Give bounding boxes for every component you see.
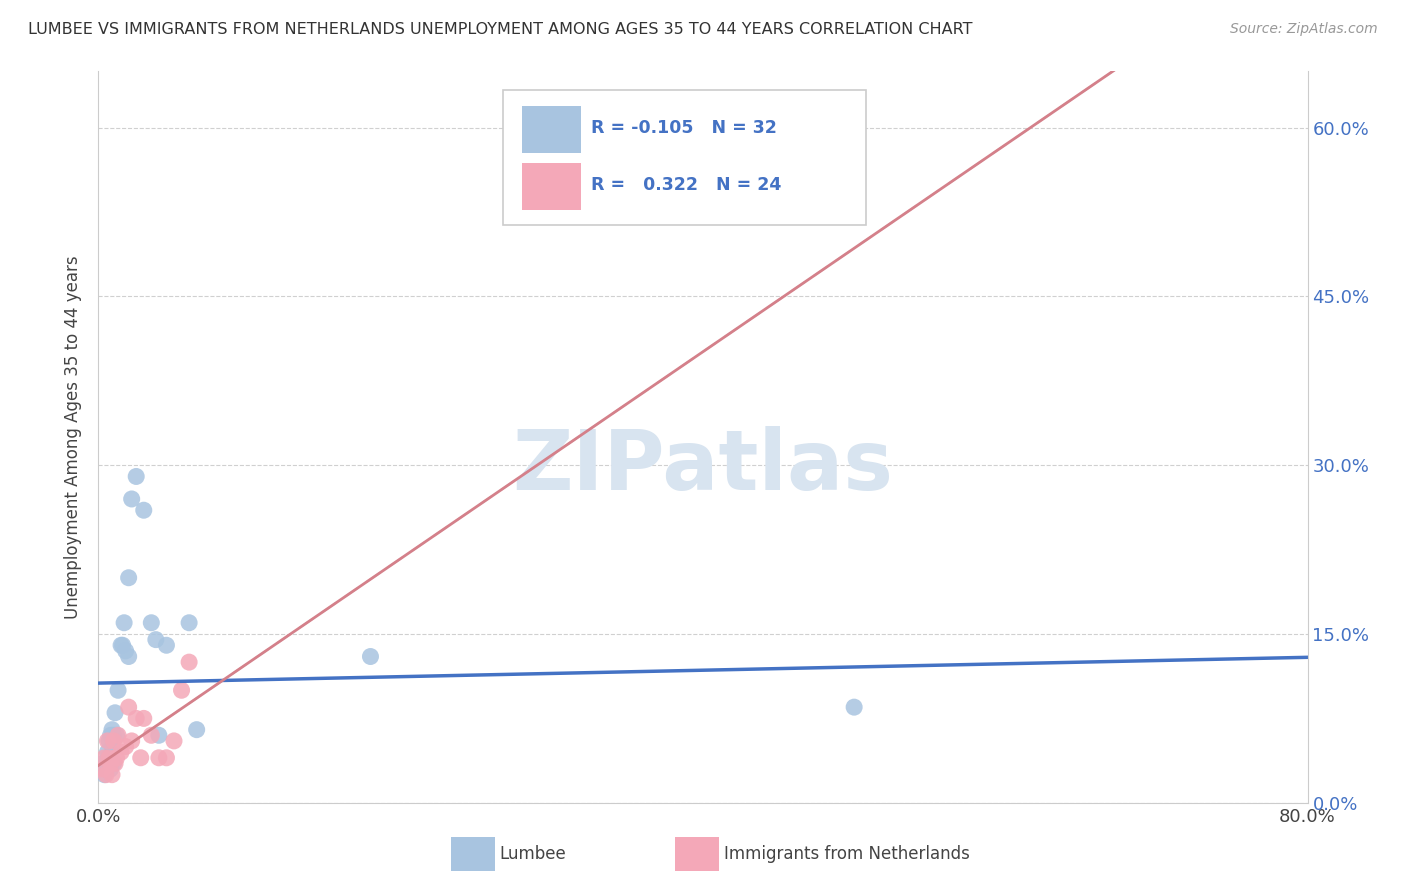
Point [96,734,118,748]
Point [105,728,128,742]
Point [93,751,115,765]
Point [163,734,186,748]
Point [111,638,134,652]
Point [179,655,201,669]
Point [101,767,124,781]
Text: Source: ZipAtlas.com: Source: ZipAtlas.com [1230,22,1378,37]
Point [91,762,114,776]
Point [105,751,128,765]
Point [186,723,208,737]
Point [101,739,124,754]
Point [118,571,141,585]
Point [844,700,866,714]
Point [148,751,170,765]
Point [141,728,163,742]
FancyBboxPatch shape [522,106,581,153]
Point [360,649,382,664]
Point [98,751,121,765]
Point [96,745,118,759]
Point [114,739,136,754]
Text: R =   0.322   N = 24: R = 0.322 N = 24 [591,176,780,194]
Point [132,711,155,725]
Point [125,711,148,725]
Point [129,751,152,765]
Point [107,683,129,698]
Point [118,649,141,664]
Point [103,756,125,771]
Text: LUMBEE VS IMMIGRANTS FROM NETHERLANDS UNEMPLOYMENT AMONG AGES 35 TO 44 YEARS COR: LUMBEE VS IMMIGRANTS FROM NETHERLANDS UN… [28,22,973,37]
Point [98,751,121,765]
Point [118,700,141,714]
Point [100,728,122,742]
Point [110,745,132,759]
Point [103,734,125,748]
Point [110,638,132,652]
Point [141,615,163,630]
Point [114,644,136,658]
Point [170,683,193,698]
Point [100,762,122,776]
Point [98,734,121,748]
Point [103,728,125,742]
Text: Immigrants from Netherlands: Immigrants from Netherlands [724,845,969,863]
Text: R = -0.105   N = 32: R = -0.105 N = 32 [591,120,776,137]
Point [155,638,177,652]
Point [93,767,115,781]
Point [94,767,117,781]
Point [125,469,148,483]
FancyBboxPatch shape [451,838,495,871]
Y-axis label: Unemployment Among Ages 35 to 44 years: Unemployment Among Ages 35 to 44 years [65,255,83,619]
Point [148,728,170,742]
Text: Lumbee: Lumbee [501,845,567,863]
Point [112,615,135,630]
Point [107,728,129,742]
Point [121,734,143,748]
Point [100,756,122,771]
FancyBboxPatch shape [522,163,581,210]
Point [104,756,127,771]
Point [104,706,127,720]
Point [155,751,177,765]
Text: ZIPatlas: ZIPatlas [513,425,893,507]
Point [179,615,201,630]
Point [145,632,167,647]
Point [101,723,124,737]
FancyBboxPatch shape [503,89,866,225]
Point [132,503,155,517]
Point [121,491,143,506]
FancyBboxPatch shape [675,838,718,871]
Point [94,762,117,776]
Point [91,756,114,771]
